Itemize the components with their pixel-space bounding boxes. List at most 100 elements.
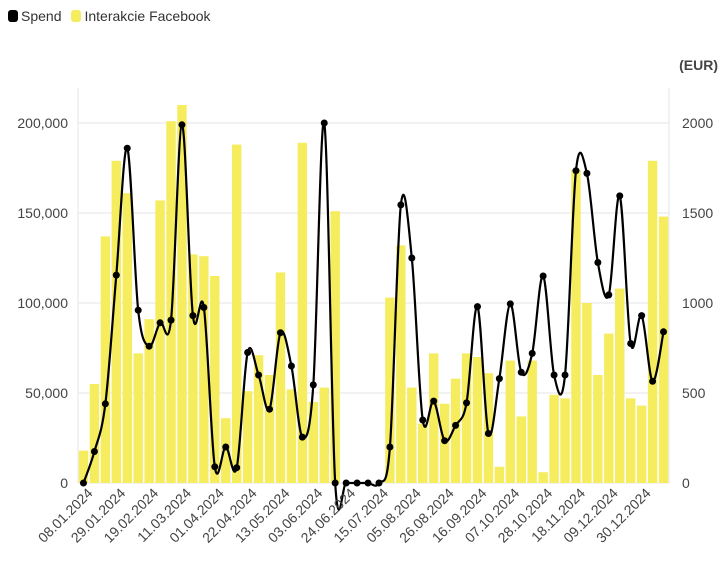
bar bbox=[275, 272, 286, 483]
gridlines bbox=[77, 88, 670, 484]
bar bbox=[418, 423, 428, 483]
spend-point bbox=[266, 405, 274, 413]
spend-point bbox=[550, 371, 558, 379]
spend-point bbox=[123, 144, 131, 152]
bar bbox=[133, 353, 143, 483]
spend-point bbox=[397, 201, 405, 209]
spend-point bbox=[145, 342, 153, 350]
spend-point bbox=[90, 448, 98, 455]
spend-point bbox=[375, 479, 383, 487]
spend-point bbox=[638, 312, 646, 320]
left-axis-tick-label: 100,000 bbox=[17, 295, 68, 311]
bar bbox=[188, 254, 198, 483]
left-axis-tick-label: 200,000 bbox=[17, 115, 68, 131]
bar bbox=[450, 378, 461, 483]
spend-point bbox=[101, 400, 109, 408]
spend-point bbox=[605, 291, 613, 299]
spend-point bbox=[364, 479, 372, 487]
bar bbox=[527, 360, 537, 483]
spend-point bbox=[79, 479, 87, 487]
spend-point bbox=[484, 430, 492, 437]
bar bbox=[231, 144, 242, 483]
bar bbox=[319, 387, 329, 483]
spend-point bbox=[616, 192, 624, 200]
bar bbox=[253, 355, 264, 483]
spend-point bbox=[561, 371, 569, 379]
spend-point bbox=[233, 464, 241, 472]
spend-point bbox=[222, 443, 230, 451]
bar bbox=[122, 193, 132, 483]
spend-point bbox=[112, 271, 120, 279]
spend-point bbox=[298, 433, 306, 441]
bar bbox=[658, 216, 669, 483]
bar bbox=[297, 142, 308, 484]
bar bbox=[494, 466, 505, 483]
spend-point bbox=[539, 272, 547, 280]
bar bbox=[625, 398, 636, 483]
bar bbox=[155, 200, 165, 483]
spend-point bbox=[276, 329, 284, 337]
bar bbox=[636, 405, 647, 483]
bar bbox=[516, 416, 526, 483]
spend-point bbox=[572, 167, 580, 175]
bar bbox=[78, 450, 89, 483]
bar bbox=[593, 375, 603, 483]
line-series-spend bbox=[79, 119, 668, 511]
bar bbox=[264, 375, 275, 483]
spend-point bbox=[463, 399, 471, 407]
spend-point bbox=[627, 340, 635, 347]
bar bbox=[100, 236, 111, 483]
legend-item-interakcie[interactable]: Interakcie Facebook bbox=[71, 8, 211, 24]
right-axis-unit: (EUR) bbox=[679, 57, 718, 73]
bar bbox=[177, 105, 187, 483]
right-axis-tick-label: 0 bbox=[682, 475, 690, 491]
spend-point bbox=[255, 371, 263, 379]
spend-point bbox=[506, 300, 514, 308]
legend: Spend Interakcie Facebook bbox=[8, 8, 221, 24]
legend-swatch-interakcie bbox=[71, 10, 82, 22]
spend-point bbox=[495, 375, 503, 383]
bar bbox=[330, 211, 340, 483]
spend-point bbox=[594, 259, 602, 266]
spend-point bbox=[386, 443, 394, 451]
bar bbox=[407, 387, 417, 483]
spend-point bbox=[211, 463, 219, 471]
bar bbox=[111, 160, 122, 484]
bar bbox=[549, 394, 559, 483]
spend-point bbox=[342, 479, 350, 487]
bar bbox=[385, 297, 395, 483]
spend-point bbox=[134, 306, 142, 314]
bar bbox=[89, 384, 100, 483]
bar bbox=[428, 353, 439, 483]
legend-swatch-spend bbox=[8, 10, 18, 22]
legend-item-spend[interactable]: Spend bbox=[8, 8, 61, 24]
spend-point bbox=[189, 312, 197, 320]
bar bbox=[647, 160, 658, 484]
spend-point bbox=[452, 421, 460, 429]
spend-point bbox=[287, 362, 295, 370]
bar bbox=[221, 418, 231, 483]
bar bbox=[582, 303, 592, 483]
spend-point bbox=[178, 121, 186, 129]
spend-point bbox=[430, 397, 438, 405]
bar bbox=[461, 353, 472, 483]
spend-point bbox=[353, 479, 361, 487]
bar bbox=[560, 398, 570, 483]
spend-point bbox=[244, 349, 252, 356]
bar-series-interakcie bbox=[78, 105, 669, 484]
left-axis-tick-label: 150,000 bbox=[17, 205, 68, 221]
bar bbox=[166, 121, 176, 483]
bar bbox=[144, 319, 154, 483]
bar bbox=[615, 288, 625, 483]
legend-label-spend: Spend bbox=[21, 8, 62, 24]
right-axis-tick-label: 500 bbox=[682, 385, 706, 401]
right-axis-tick-label: 1500 bbox=[682, 205, 713, 221]
x-axis-ticks: 08.01.202429.01.202419.02.202411.03.2024… bbox=[35, 485, 654, 546]
spend-point bbox=[473, 303, 481, 311]
spend-point bbox=[649, 377, 657, 385]
spend-point bbox=[528, 349, 536, 357]
right-axis-ticks: 0 500 1000 1500 2000 bbox=[682, 115, 713, 491]
spend-point bbox=[331, 479, 339, 487]
bar bbox=[505, 360, 516, 483]
